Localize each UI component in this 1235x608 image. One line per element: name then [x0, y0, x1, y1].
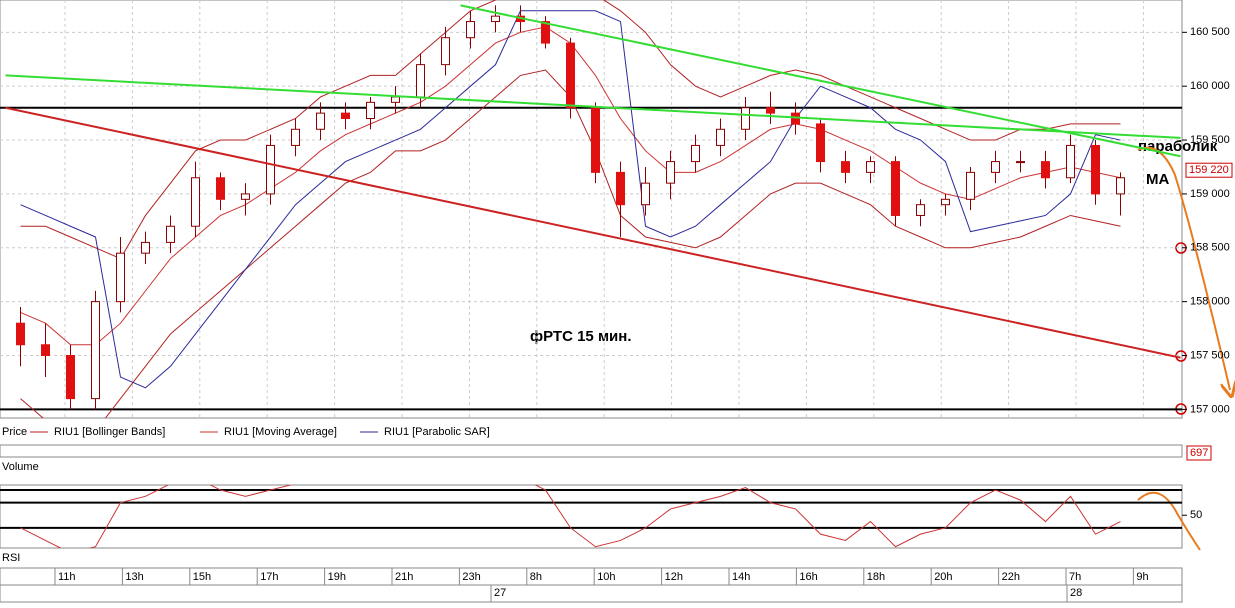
main-plot	[0, 0, 1182, 418]
x-tick-label: 18h	[867, 571, 885, 583]
day-label: 27	[494, 587, 506, 599]
x-tick-label: 19h	[328, 571, 346, 583]
x-tick-label: 20h	[934, 571, 952, 583]
candle-body	[641, 182, 650, 206]
legend-label: Price	[2, 426, 27, 438]
trend-line	[460, 4, 1181, 158]
candle-body	[491, 15, 500, 23]
y-tick-label: 50	[1190, 509, 1202, 521]
y-tick-label: 159 500	[1190, 134, 1230, 146]
annotation: MA	[1146, 171, 1169, 188]
candle-body	[1066, 144, 1075, 179]
candle-body	[366, 101, 375, 120]
candle-body	[591, 107, 600, 173]
legend-label: RIU1 [Bollinger Bands]	[54, 426, 165, 438]
trend-line	[5, 106, 1181, 359]
x-tick-label: 15h	[193, 571, 211, 583]
y-tick-label: 157 000	[1190, 403, 1230, 415]
annotation: фРТС 15 мин.	[530, 328, 632, 345]
candle-body	[16, 322, 25, 346]
legend-label: RIU1 [Parabolic SAR]	[384, 426, 490, 438]
trend-line	[5, 74, 1181, 139]
x-tick-label: 9h	[1136, 571, 1148, 583]
candle-body	[716, 128, 725, 146]
volume-label: 697	[1190, 447, 1208, 459]
rsi-line	[20, 485, 1121, 548]
volume-panel	[0, 444, 1183, 458]
candle-body	[291, 128, 300, 146]
candle-body	[466, 21, 475, 39]
y-tick-label: 158 500	[1190, 242, 1230, 254]
candle-body	[141, 241, 150, 254]
x-tick-label: 21h	[395, 571, 413, 583]
candle-body	[166, 225, 175, 243]
candle-body	[341, 112, 350, 120]
candle-body	[741, 107, 750, 130]
candle-body	[191, 177, 200, 227]
legend-label: RIU1 [Moving Average]	[224, 426, 337, 438]
y-tick-label: 158 000	[1190, 296, 1230, 308]
rsi-plot	[0, 485, 1182, 548]
candle-body	[991, 161, 1000, 173]
y-tick-label: 160 500	[1190, 26, 1230, 38]
candle-body	[216, 177, 225, 200]
candle-body	[541, 21, 550, 44]
candle-body	[1016, 161, 1025, 164]
x-tick-label: 11h	[58, 571, 76, 583]
candle-body	[316, 112, 325, 130]
candle-body	[816, 123, 825, 163]
x-tick-label: 17h	[260, 571, 278, 583]
candle-body	[441, 37, 450, 66]
candle-body	[841, 161, 850, 173]
candle-body	[766, 107, 775, 114]
candle-body	[266, 144, 275, 195]
rsi-panel	[0, 484, 1183, 549]
candle-body	[891, 161, 900, 216]
candle-body	[616, 171, 625, 206]
day-label: 28	[1070, 587, 1082, 599]
price-label: 159 220	[1189, 164, 1229, 176]
x-tick-label: 14h	[732, 571, 750, 583]
candle-body	[66, 355, 75, 400]
candle-body	[116, 252, 125, 303]
candle-body	[666, 161, 675, 184]
candle-body	[1116, 177, 1125, 195]
candle-body	[241, 193, 250, 200]
candle-body	[416, 64, 425, 98]
x-tick-label: 7h	[1069, 571, 1081, 583]
x-tick-label: 22h	[1002, 571, 1020, 583]
candle-body	[941, 198, 950, 206]
candle-body	[391, 96, 400, 103]
panel-title: RSI	[2, 552, 20, 564]
x-tick-label: 8h	[530, 571, 542, 583]
candle-body	[566, 42, 575, 109]
panel-title: Volume	[2, 461, 39, 473]
arrow	[1137, 491, 1201, 551]
x-tick-label: 12h	[665, 571, 683, 583]
y-tick-label: 160 000	[1190, 80, 1230, 92]
x-tick-label: 10h	[597, 571, 615, 583]
candle-body	[91, 301, 100, 400]
candle-body	[916, 204, 925, 216]
x-tick-label: 23h	[462, 571, 480, 583]
candle-body	[41, 344, 50, 357]
candle-body	[1041, 161, 1050, 179]
y-tick-label: 159 000	[1190, 188, 1230, 200]
y-tick-label: 157 500	[1190, 349, 1230, 361]
price-box	[1185, 162, 1233, 178]
x-tick-label: 13h	[125, 571, 143, 583]
indicator-line	[20, 10, 1121, 389]
x-tick-label: 16h	[799, 571, 817, 583]
candle-body	[1091, 144, 1100, 195]
candle-body	[966, 171, 975, 200]
candle-body	[866, 161, 875, 173]
volume-box	[1186, 445, 1212, 461]
candle-body	[691, 144, 700, 163]
